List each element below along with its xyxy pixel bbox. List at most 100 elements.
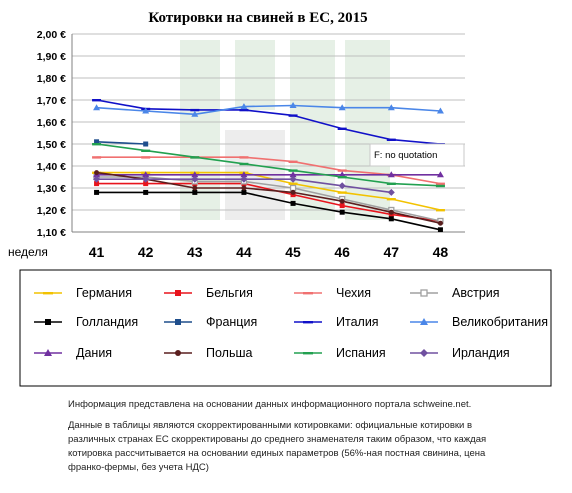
legend-item: Бельгия — [164, 286, 253, 300]
data-point — [387, 104, 395, 111]
series — [92, 99, 445, 232]
y-tick-label: 1,10 € — [37, 227, 66, 239]
data-point — [436, 107, 444, 114]
x-tick-label: 47 — [384, 244, 400, 260]
series-line — [96, 141, 146, 145]
data-point — [191, 175, 199, 183]
series-line — [96, 176, 441, 222]
x-tick-label: 48 — [433, 244, 449, 260]
legend-marker — [175, 350, 181, 356]
y-tick-label: 1,40 € — [37, 161, 66, 173]
legend-marker — [303, 321, 313, 324]
series-line — [96, 143, 441, 187]
data-point — [92, 99, 102, 102]
data-point — [339, 198, 345, 204]
x-tick-labels: 41 42 43 44 45 46 47 48 — [89, 244, 449, 260]
data-point — [288, 160, 298, 163]
data-point — [288, 114, 298, 117]
data-point — [337, 176, 347, 179]
data-point — [337, 127, 347, 130]
legend-item: Франция — [164, 315, 257, 329]
legend-item: Испания — [294, 346, 386, 360]
data-point — [339, 203, 345, 209]
data-point — [338, 182, 346, 190]
data-point — [337, 191, 347, 194]
legend-marker — [44, 349, 52, 356]
legend-marker — [175, 319, 181, 325]
legend: Германия Бельгия Чехия Австрия Голландия Фран… — [34, 286, 548, 360]
data-point — [339, 209, 345, 215]
data-point — [289, 171, 297, 178]
data-point — [93, 104, 101, 111]
y-tick-label: 1,80 € — [37, 73, 66, 85]
legend-label: Бельгия — [206, 286, 253, 300]
legend-label: Германия — [76, 286, 132, 300]
legend-marker — [45, 319, 51, 325]
legend-marker — [420, 349, 428, 357]
data-point — [386, 182, 396, 185]
legend-label: Австрия — [452, 286, 500, 300]
data-point — [143, 141, 149, 147]
y-tick-labels: 2,00 € 1,90 € 1,80 € 1,70 € 1,60 € 1,50 € 1,40… — [37, 29, 66, 239]
data-point — [239, 108, 249, 112]
data-point — [93, 175, 101, 183]
series-11 — [93, 175, 395, 196]
legend-label: Ирландия — [452, 346, 510, 360]
legend-label: Франция — [206, 315, 257, 329]
data-point — [92, 156, 102, 159]
x-tick-label: 45 — [285, 244, 301, 260]
x-tick-label: 41 — [89, 244, 105, 260]
data-point — [241, 185, 247, 191]
x-tick-label: 43 — [187, 244, 203, 260]
data-point — [240, 171, 248, 178]
axes — [71, 34, 465, 233]
legend-label: Голландия — [76, 315, 138, 329]
data-point — [190, 108, 200, 112]
data-point — [388, 216, 394, 222]
y-tick-label: 1,20 € — [37, 205, 66, 217]
legend-item: Германия — [34, 286, 132, 300]
no-quotation-annotation: F: no quotation — [369, 143, 465, 167]
disclaimer-note: Данные в таблицы являются скорректирован… — [68, 420, 487, 473]
data-point — [437, 227, 443, 232]
y-tick-label: 1,90 € — [37, 51, 66, 63]
series-line — [96, 191, 441, 231]
series-line — [96, 182, 441, 222]
data-point — [239, 162, 249, 166]
data-point — [142, 175, 150, 183]
legend-label: Испания — [336, 346, 386, 360]
data-point — [386, 138, 396, 141]
legend-item: Польша — [164, 346, 252, 360]
data-point — [142, 171, 150, 178]
legend-marker — [303, 352, 313, 355]
legend-marker — [420, 318, 428, 325]
x-axis-label: неделя — [8, 245, 48, 259]
data-point — [142, 107, 150, 114]
series-line — [96, 171, 441, 211]
data-point — [92, 143, 102, 146]
data-point — [240, 175, 248, 183]
y-tick-label: 1,50 € — [37, 139, 66, 151]
data-point — [289, 175, 297, 183]
legend-item: Австрия — [410, 286, 500, 300]
data-point — [239, 156, 249, 159]
data-point — [143, 181, 149, 187]
series-4 — [94, 189, 443, 232]
data-point — [289, 184, 297, 192]
legend-label: Италия — [336, 315, 379, 329]
chart-title: Котировки на свиней в ЕС, 2015 — [148, 10, 367, 26]
legend-marker — [43, 292, 53, 295]
data-point — [241, 189, 247, 195]
data-point — [435, 184, 445, 188]
data-point — [190, 156, 200, 159]
data-point — [191, 171, 199, 178]
data-point — [387, 171, 395, 178]
legend-label: Чехия — [336, 286, 371, 300]
data-point — [435, 182, 445, 185]
data-point — [338, 171, 346, 178]
data-point — [191, 110, 199, 117]
data-point — [387, 188, 395, 196]
series-line — [96, 104, 441, 116]
data-point — [436, 171, 444, 178]
